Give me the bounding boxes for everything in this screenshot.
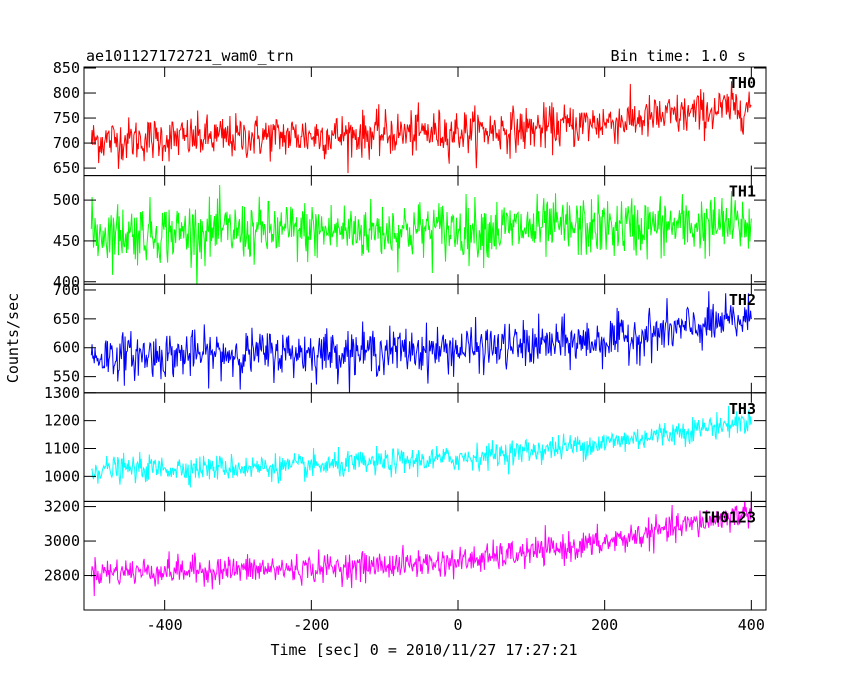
panel-frame-th3 (83, 392, 767, 502)
y-tick-label-th3: 1000 (44, 467, 80, 485)
y-tick-label-th1: 400 (53, 273, 80, 291)
panel-label-th1: TH1 (729, 183, 756, 201)
y-tick-label-th0: 800 (53, 84, 80, 102)
y-tick-label-th1: 500 (53, 191, 80, 209)
y-tick-label-th0: 750 (53, 109, 80, 127)
series-line-th1 (90, 185, 752, 285)
panel-label-th0123: TH0123 (702, 508, 756, 526)
series-line-th2 (90, 291, 752, 393)
y-tick-label-th2: 650 (53, 310, 80, 328)
x-tick-label: -400 (147, 616, 183, 634)
x-tick-label: -200 (293, 616, 329, 634)
y-tick-label-th0123: 2800 (44, 567, 80, 585)
chart-title: ae101127172721_wam0_trn (86, 47, 294, 65)
y-tick-label-th0: 700 (53, 134, 80, 152)
y-tick-label-th2: 700 (53, 281, 80, 299)
bin-time-label: Bin time: 1.0 s (611, 47, 746, 65)
series-line-th3 (90, 405, 752, 488)
y-tick-label-th0: 850 (53, 59, 80, 77)
y-tick-label-th2: 600 (53, 339, 80, 357)
y-tick-label-th3: 1200 (44, 412, 80, 430)
x-tick-label: 0 (453, 616, 462, 634)
series-line-th0123 (90, 501, 752, 597)
panel-label-th0: TH0 (729, 74, 756, 92)
panel-frame-th0123 (83, 500, 767, 611)
y-tick-label-th1: 450 (53, 232, 80, 250)
panels: 650 700 750 800 850 TH0 400 450 500 TH1 550 600 650 7… (44, 59, 767, 634)
y-tick-label-th3: 1100 (44, 439, 80, 457)
y-tick-label-th3: 1300 (44, 384, 80, 402)
x-tick-label: 200 (591, 616, 618, 634)
y-tick-label-th0123: 3000 (44, 532, 80, 550)
x-tick-label: 400 (738, 616, 765, 634)
series-line-th0 (90, 81, 752, 174)
panel-label-th2: TH2 (729, 291, 756, 309)
panel-label-th3: TH3 (729, 400, 756, 418)
y-tick-label-th0: 650 (53, 159, 80, 177)
y-tick-label-th0123: 3200 (44, 498, 80, 516)
y-axis-label: Counts/sec (4, 293, 22, 383)
x-axis-label: Time [sec] 0 = 2010/11/27 17:27:21 (270, 641, 577, 659)
y-tick-label-th2: 550 (53, 368, 80, 386)
